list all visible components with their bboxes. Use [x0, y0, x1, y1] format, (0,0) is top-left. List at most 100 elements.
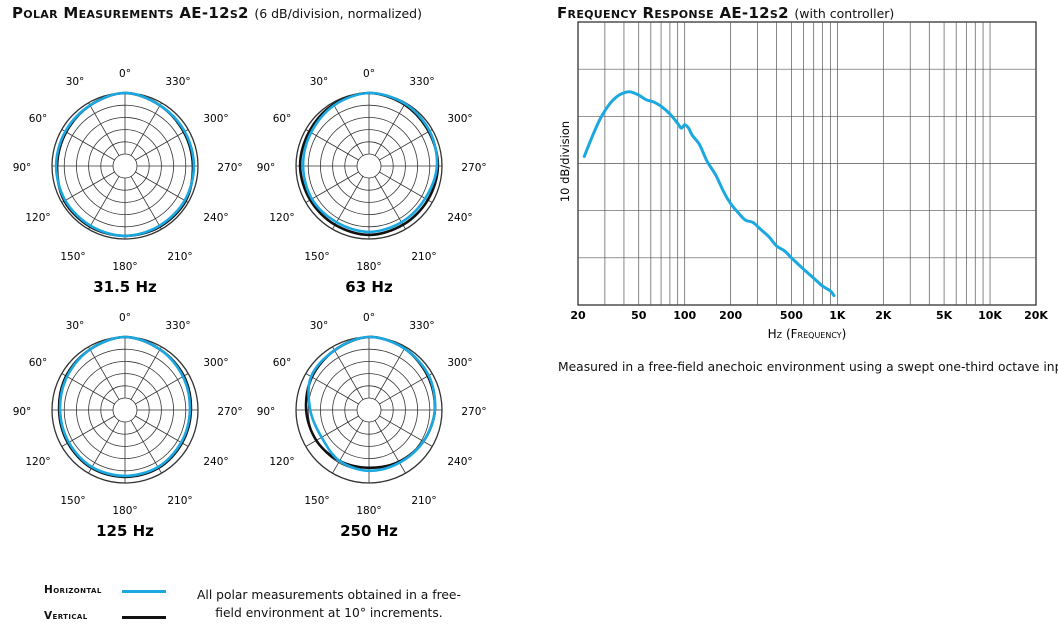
- polar-note-line2: field environment at 10° increments.: [215, 606, 443, 620]
- polar-angle-label: 270°: [461, 406, 486, 418]
- polar-title: Polar Measurements AE-12s2 (6 dB/divisio…: [12, 4, 422, 22]
- polar-ring: [112, 153, 138, 179]
- polar-spoke: [130, 420, 162, 474]
- polar-angle-label: 210°: [167, 251, 192, 263]
- polar-angle-label: 120°: [269, 212, 294, 224]
- polar-spoke: [379, 129, 433, 161]
- legend-vertical-swatch: [122, 616, 166, 619]
- polar-frequency-label: 125 Hz: [96, 522, 154, 540]
- polar-series-horizontal: [301, 91, 439, 234]
- polar-angle-label: 210°: [167, 495, 192, 507]
- polar-angle-label: 300°: [203, 113, 228, 125]
- polar-angle-label: 120°: [269, 456, 294, 468]
- polar-angle-label: 270°: [461, 162, 486, 174]
- polar-spoke: [88, 420, 120, 474]
- polar-angle-label: 240°: [203, 456, 228, 468]
- polar-angle-label: 330°: [165, 76, 190, 88]
- polar-angle-label: 180°: [356, 505, 381, 517]
- polar-spoke: [305, 373, 359, 405]
- legend-vertical-label: Vertical: [44, 610, 88, 622]
- polar-spoke: [61, 373, 115, 405]
- fr-x-tick-label: 20K: [1024, 309, 1048, 322]
- polar-spoke: [332, 346, 364, 400]
- polar-angle-label: 270°: [217, 406, 242, 418]
- polar-angle-label: 240°: [203, 212, 228, 224]
- polar-spoke: [130, 102, 162, 156]
- polar-spoke: [135, 373, 189, 405]
- polar-angle-label: 210°: [411, 251, 436, 263]
- polar-ring: [112, 397, 138, 423]
- polar-ring: [356, 397, 382, 423]
- polar-spoke: [88, 346, 120, 400]
- polar-spoke: [305, 415, 359, 447]
- polar-angle-label: 180°: [356, 261, 381, 273]
- fr-title-text: Frequency Response AE-12s2: [557, 4, 789, 22]
- polar-angle-label: 0°: [363, 68, 375, 80]
- legend-horizontal-swatch: [122, 590, 166, 593]
- polar-angle-label: 150°: [60, 495, 85, 507]
- polar-angle-label: 60°: [29, 113, 48, 125]
- polar-spoke: [332, 420, 364, 474]
- polar-spoke: [130, 346, 162, 400]
- polar-spoke: [374, 102, 406, 156]
- polar-angle-label: 0°: [363, 312, 375, 324]
- polar-spoke: [61, 129, 115, 161]
- fr-y-axis-label: 10 dB/division: [558, 121, 572, 202]
- frequency-response-chart: 20 50 100 200 500 1K 2K 5K 10K 20K Hz (Frequency) 1…: [558, 21, 1048, 341]
- polar-spoke: [61, 171, 115, 203]
- polar-spoke: [379, 171, 433, 203]
- polar-angle-label: 30°: [66, 76, 85, 88]
- polar-chart: 0° 30° 330° 60° 300° 90° 270° 120° 240° 150° 210° 1…: [13, 68, 243, 296]
- polar-angle-label: 120°: [25, 456, 50, 468]
- polar-angle-label: 0°: [119, 312, 131, 324]
- polar-spoke: [135, 129, 189, 161]
- fr-x-tick-label: 2K: [875, 309, 892, 322]
- polar-angle-label: 60°: [273, 113, 292, 125]
- fr-series-line: [582, 90, 836, 298]
- polar-angle-label: 300°: [447, 357, 472, 369]
- polar-spoke: [61, 415, 115, 447]
- fr-x-tick-label: 200: [719, 309, 742, 322]
- fr-x-tick-label: 50: [631, 309, 647, 322]
- polar-angle-label: 330°: [165, 320, 190, 332]
- polar-angle-label: 210°: [411, 495, 436, 507]
- polar-angle-label: 330°: [409, 76, 434, 88]
- fr-subtitle: (with controller): [794, 6, 895, 21]
- polar-angle-label: 300°: [203, 357, 228, 369]
- fr-x-tick-label: 20: [570, 309, 586, 322]
- polar-spoke: [88, 176, 120, 230]
- polar-angle-label: 150°: [304, 495, 329, 507]
- polar-chart: 0° 30° 330° 60° 300° 90° 270° 120° 240° 150° 210° 1…: [257, 312, 487, 540]
- polar-angle-label: 240°: [447, 456, 472, 468]
- polar-angle-label: 90°: [257, 162, 276, 174]
- polar-spoke: [374, 420, 406, 474]
- polar-note: All polar measurements obtained in a fre…: [197, 586, 461, 622]
- polar-ring: [356, 153, 382, 179]
- polar-angle-label: 60°: [29, 357, 48, 369]
- polar-angle-label: 90°: [13, 406, 32, 418]
- polar-angle-label: 270°: [217, 162, 242, 174]
- fr-x-tick-label: 10K: [978, 309, 1002, 322]
- polar-angle-label: 330°: [409, 320, 434, 332]
- polar-frequency-label: 250 Hz: [340, 522, 398, 540]
- polar-spoke: [374, 176, 406, 230]
- polar-title-text: Polar Measurements AE-12s2: [12, 4, 249, 22]
- polar-frequency-label: 31.5 Hz: [93, 278, 157, 296]
- polar-spoke: [130, 176, 162, 230]
- frequency-response-note: Measured in a free-field anechoic enviro…: [558, 360, 1058, 374]
- polar-spoke: [374, 346, 406, 400]
- polar-series-horizontal: [54, 91, 196, 238]
- polar-angle-label: 240°: [447, 212, 472, 224]
- legend-horizontal-label: Horizontal: [44, 584, 102, 596]
- polar-note-line1: All polar measurements obtained in a fre…: [197, 588, 461, 602]
- fr-x-tick-label: 500: [780, 309, 803, 322]
- polar-angle-label: 120°: [25, 212, 50, 224]
- polar-angle-label: 30°: [310, 320, 329, 332]
- polar-spoke: [135, 415, 189, 447]
- polar-angle-label: 150°: [60, 251, 85, 263]
- polar-angle-label: 300°: [447, 113, 472, 125]
- polar-angle-label: 0°: [119, 68, 131, 80]
- polar-spoke: [332, 102, 364, 156]
- polar-spoke: [88, 102, 120, 156]
